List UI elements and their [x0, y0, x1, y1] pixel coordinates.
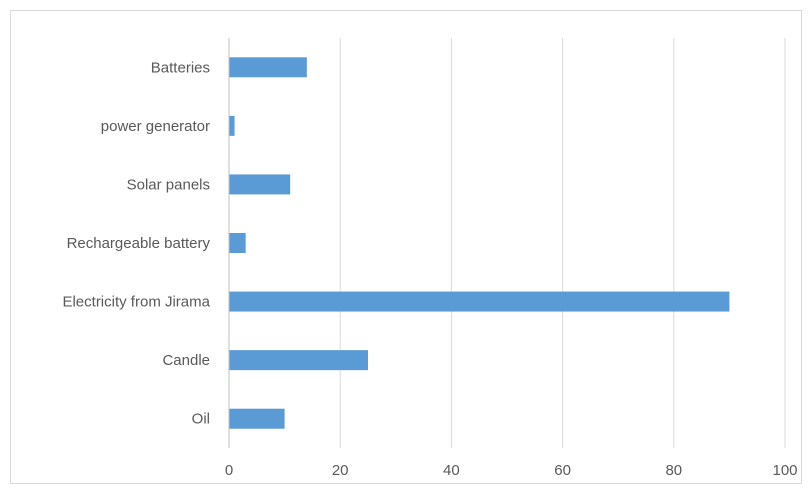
category-label: Batteries: [151, 59, 210, 76]
category-label: Solar panels: [127, 176, 210, 193]
bar-candle: [229, 350, 368, 371]
category-label: power generator: [101, 118, 210, 135]
category-label: Electricity from Jirama: [62, 294, 210, 311]
bar-solar-panels: [229, 174, 291, 195]
bar-oil: [229, 408, 285, 429]
bar-batteries: [229, 57, 307, 78]
labels: 0 20 40 60 80 100 Batteries power generator Sola…: [62, 59, 797, 479]
category-label: Candle: [162, 352, 210, 369]
x-tick-label: 100: [772, 462, 797, 479]
bars: [229, 57, 730, 429]
x-tick-label: 60: [554, 462, 571, 479]
bar-rechargeable-battery: [229, 233, 246, 253]
category-label: Oil: [192, 411, 210, 428]
x-tick-label: 20: [332, 462, 349, 479]
gridlines: [339, 38, 786, 448]
chart-frame: [10, 10, 802, 484]
x-tick-label: 40: [443, 462, 460, 479]
x-tick-label: 80: [665, 462, 682, 479]
category-label: Rechargeable battery: [67, 235, 211, 252]
bar-power-generator: [229, 115, 235, 136]
x-tick-label: 0: [225, 462, 233, 479]
bar-electricity-from-jirama: [229, 291, 730, 312]
